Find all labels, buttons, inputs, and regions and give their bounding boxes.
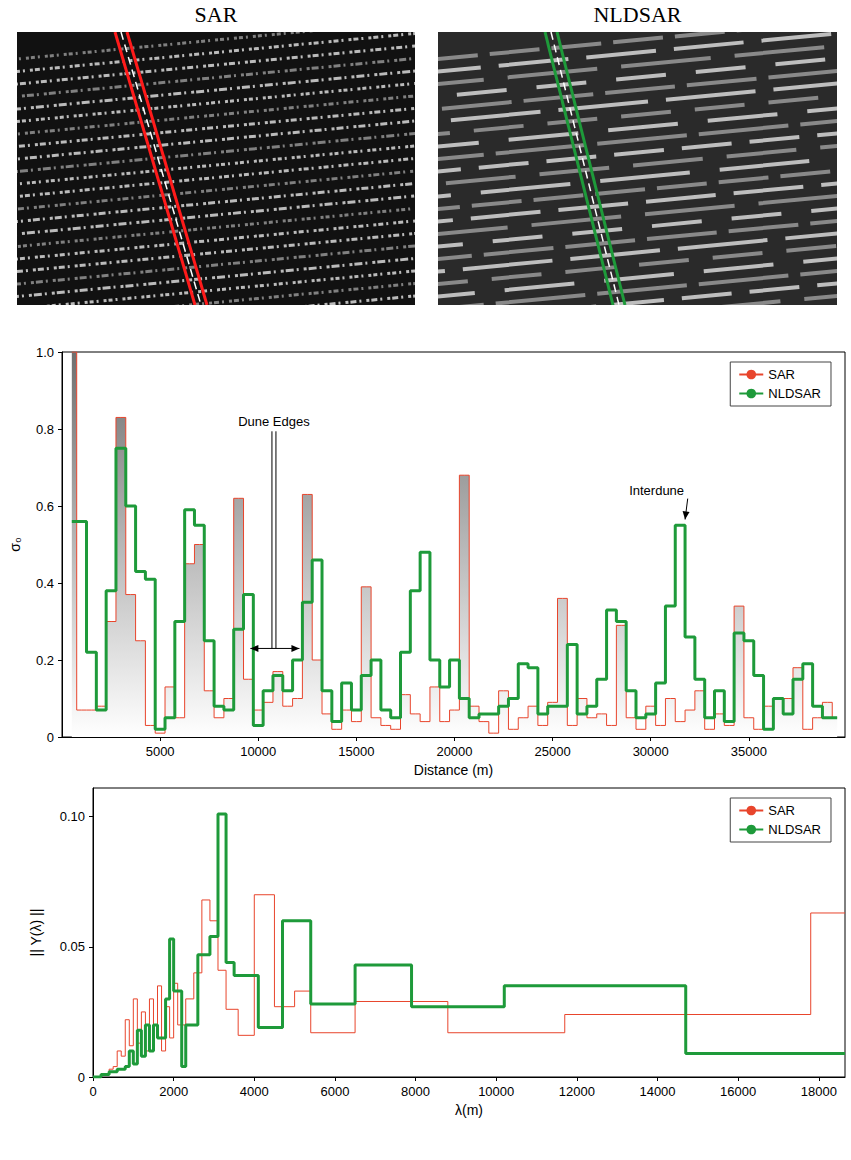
svg-text:4000: 4000 — [240, 1084, 269, 1099]
svg-text:8000: 8000 — [401, 1084, 430, 1099]
svg-text:Interdune: Interdune — [629, 483, 684, 498]
svg-text:0.10: 0.10 — [60, 809, 85, 824]
svg-text:25000: 25000 — [535, 744, 571, 759]
svg-text:NLDSAR: NLDSAR — [593, 2, 681, 27]
svg-text:0: 0 — [47, 730, 54, 745]
svg-text:10000: 10000 — [240, 744, 276, 759]
svg-text:Distance (m): Distance (m) — [414, 762, 493, 778]
svg-text:|| Y(λ) ||: || Y(λ) || — [28, 909, 44, 957]
svg-text:20000: 20000 — [436, 744, 472, 759]
svg-text:18000: 18000 — [801, 1084, 837, 1099]
svg-text:SAR: SAR — [768, 803, 795, 818]
svg-text:14000: 14000 — [639, 1084, 675, 1099]
svg-text:SAR: SAR — [768, 367, 795, 382]
svg-text:12000: 12000 — [559, 1084, 595, 1099]
svg-text:0: 0 — [89, 1084, 96, 1099]
svg-text:1.0: 1.0 — [36, 345, 54, 360]
svg-text:15000: 15000 — [338, 744, 374, 759]
svg-text:5000: 5000 — [146, 744, 175, 759]
svg-text:NLDSAR: NLDSAR — [768, 386, 821, 401]
svg-text:0.8: 0.8 — [36, 422, 54, 437]
svg-text:σ₀: σ₀ — [7, 537, 23, 552]
svg-text:λ(m): λ(m) — [455, 1102, 483, 1118]
svg-text:30000: 30000 — [633, 744, 669, 759]
svg-text:0.2: 0.2 — [36, 653, 54, 668]
svg-text:SAR: SAR — [195, 2, 238, 27]
svg-text:2000: 2000 — [159, 1084, 188, 1099]
svg-text:0: 0 — [78, 1070, 85, 1085]
svg-text:16000: 16000 — [720, 1084, 756, 1099]
svg-text:0.6: 0.6 — [36, 499, 54, 514]
svg-text:0.4: 0.4 — [36, 576, 54, 591]
svg-text:Dune Edges: Dune Edges — [238, 414, 310, 429]
svg-text:6000: 6000 — [320, 1084, 349, 1099]
svg-text:0.05: 0.05 — [60, 939, 85, 954]
svg-text:35000: 35000 — [731, 744, 767, 759]
svg-text:NLDSAR: NLDSAR — [768, 822, 821, 837]
svg-text:10000: 10000 — [478, 1084, 514, 1099]
